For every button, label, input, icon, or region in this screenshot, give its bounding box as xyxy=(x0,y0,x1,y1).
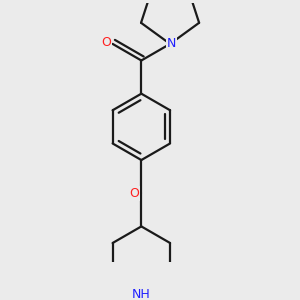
Text: O: O xyxy=(130,187,140,200)
Text: O: O xyxy=(101,36,111,49)
Text: NH: NH xyxy=(132,288,151,300)
Text: N: N xyxy=(167,38,176,50)
